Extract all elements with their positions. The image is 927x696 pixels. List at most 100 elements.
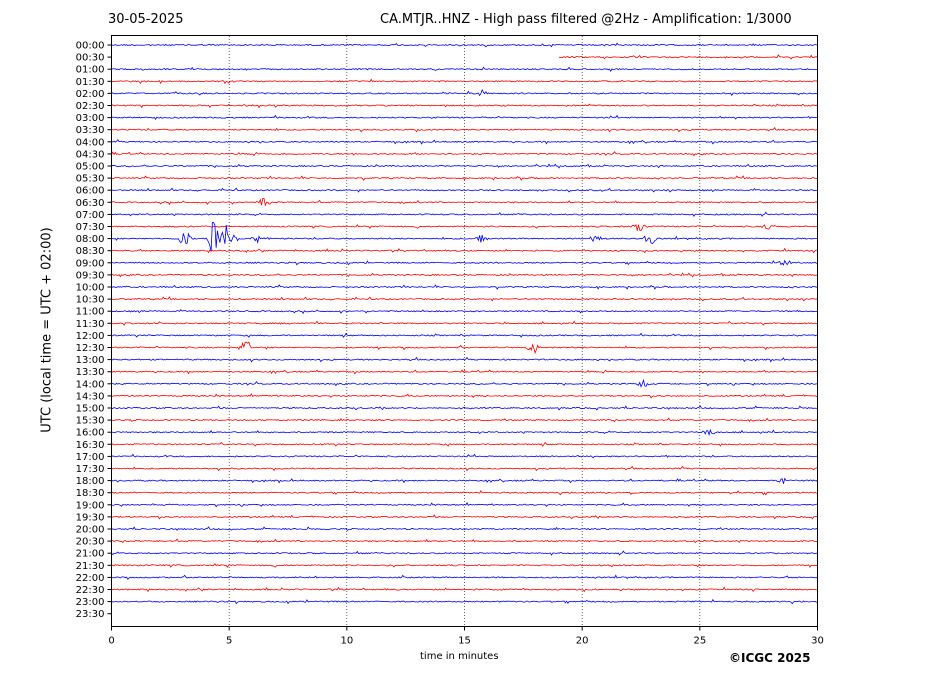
y-tick-label: 04:30: [76, 149, 105, 160]
trace-12:30: [111, 341, 818, 355]
y-tick-label: 02:00: [76, 89, 105, 100]
trace-15:00: [111, 405, 818, 411]
trace-10:30: [111, 296, 818, 302]
y-tick-label: 08:00: [76, 234, 105, 245]
y-tick-label: 21:00: [76, 549, 105, 560]
trace-03:30: [111, 126, 818, 133]
trace-01:00: [111, 66, 818, 73]
y-tick-label: 13:00: [76, 355, 105, 366]
y-tick-label: 03:00: [76, 113, 105, 124]
trace-16:00: [111, 428, 818, 437]
y-tick-label: 06:00: [76, 186, 105, 197]
y-tick-label: 21:30: [76, 561, 105, 572]
trace-11:30: [111, 320, 818, 327]
header-date: 30-05-2025: [108, 12, 184, 27]
y-axis: 00:0000:3001:0001:3002:0002:3003:0003:30…: [76, 41, 112, 620]
y-tick-label: 01:30: [76, 77, 105, 88]
y-tick-label: 00:30: [76, 53, 105, 64]
trace-19:00: [111, 502, 818, 508]
trace-02:30: [111, 103, 818, 109]
y-tick-label: 09:00: [76, 258, 105, 269]
trace-18:00: [111, 477, 818, 484]
x-tick-label-30: 30: [811, 636, 824, 647]
trace-20:00: [111, 526, 818, 531]
trace-22:00: [111, 574, 818, 581]
y-tick-label: 22:30: [76, 585, 105, 596]
y-tick-label: 17:30: [76, 464, 105, 475]
y-tick-label: 14:30: [76, 391, 105, 402]
y-tick-label: 04:00: [76, 137, 105, 148]
trace-00:30: [558, 54, 818, 60]
y-tick-label: 19:30: [76, 512, 105, 523]
y-tick-label: 03:30: [76, 125, 105, 136]
trace-02:00: [111, 88, 818, 97]
y-tick-label: 16:00: [76, 428, 105, 439]
trace-13:00: [111, 356, 818, 363]
y-tick-label: 12:30: [76, 343, 105, 354]
y-tick-label: 17:00: [76, 452, 105, 463]
trace-18:30: [111, 489, 818, 496]
chart-title: CA.MTJR..HNZ - High pass filtered @2Hz -…: [380, 12, 792, 27]
trace-23:00: [111, 598, 818, 605]
y-tick-label: 00:00: [76, 41, 105, 52]
y-tick-label: 15:00: [76, 404, 105, 415]
trace-22:30: [111, 586, 818, 593]
y-tick-label: 18:30: [76, 488, 105, 499]
trace-20:30: [111, 538, 818, 544]
y-tick-label: 10:00: [76, 283, 105, 294]
trace-13:30: [111, 369, 818, 375]
y-tick-label: 07:30: [76, 222, 105, 233]
trace-06:00: [111, 187, 818, 193]
y-axis-label: UTC (local time = UTC + 02:00): [39, 227, 55, 433]
copyright-text: ©ICGC 2025: [729, 651, 811, 665]
y-tick-label: 10:30: [76, 295, 105, 306]
y-tick-label: 02:30: [76, 101, 105, 112]
trace-21:30: [111, 562, 818, 568]
y-tick-label: 08:30: [76, 246, 105, 257]
trace-21:00: [111, 550, 818, 556]
y-axis-label-wrap: UTC (local time = UTC + 02:00): [40, 227, 67, 432]
trace-11:00: [111, 309, 818, 315]
y-tick-label: 22:00: [76, 573, 105, 584]
trace-07:30: [111, 223, 818, 231]
y-tick-label: 11:30: [76, 319, 105, 330]
trace-14:30: [111, 393, 818, 399]
trace-06:30: [111, 197, 818, 207]
trace-08:00: [111, 221, 818, 252]
trace-05:30: [111, 175, 818, 181]
x-tick-label-25: 25: [693, 636, 706, 647]
trace-group: [111, 42, 818, 605]
y-tick-label: 20:30: [76, 537, 105, 548]
y-tick-label: 15:30: [76, 416, 105, 427]
y-tick-label: 13:30: [76, 367, 105, 378]
trace-01:30: [111, 78, 818, 85]
y-tick-label: 09:30: [76, 270, 105, 281]
trace-16:30: [111, 441, 818, 447]
y-tick-label: 23:30: [76, 609, 105, 620]
trace-09:30: [111, 272, 818, 278]
y-tick-label: 18:00: [76, 476, 105, 487]
trace-10:00: [111, 284, 818, 290]
y-tick-label: 05:30: [76, 174, 105, 185]
y-tick-label: 16:30: [76, 440, 105, 451]
grid-lines: [228, 36, 701, 627]
trace-12:00: [111, 332, 818, 338]
y-tick-label: 19:00: [76, 500, 105, 511]
y-tick-label: 20:00: [76, 525, 105, 536]
y-tick-label: 12:00: [76, 331, 105, 342]
trace-17:30: [111, 465, 818, 472]
trace-15:30: [111, 417, 818, 423]
x-tick-label-10: 10: [340, 636, 353, 647]
trace-00:00: [111, 42, 818, 48]
y-tick-label: 05:00: [76, 162, 105, 173]
y-tick-label: 01:00: [76, 65, 105, 76]
plot-frame: [111, 35, 818, 627]
x-axis-label: time in minutes: [420, 651, 499, 662]
trace-04:00: [111, 139, 818, 145]
y-tick-label: 06:30: [76, 198, 105, 209]
x-tick-label-20: 20: [576, 636, 589, 647]
trace-05:00: [111, 163, 818, 169]
trace-08:30: [111, 247, 818, 254]
y-tick-label: 11:00: [76, 307, 105, 318]
x-tick-label-15: 15: [458, 636, 471, 647]
